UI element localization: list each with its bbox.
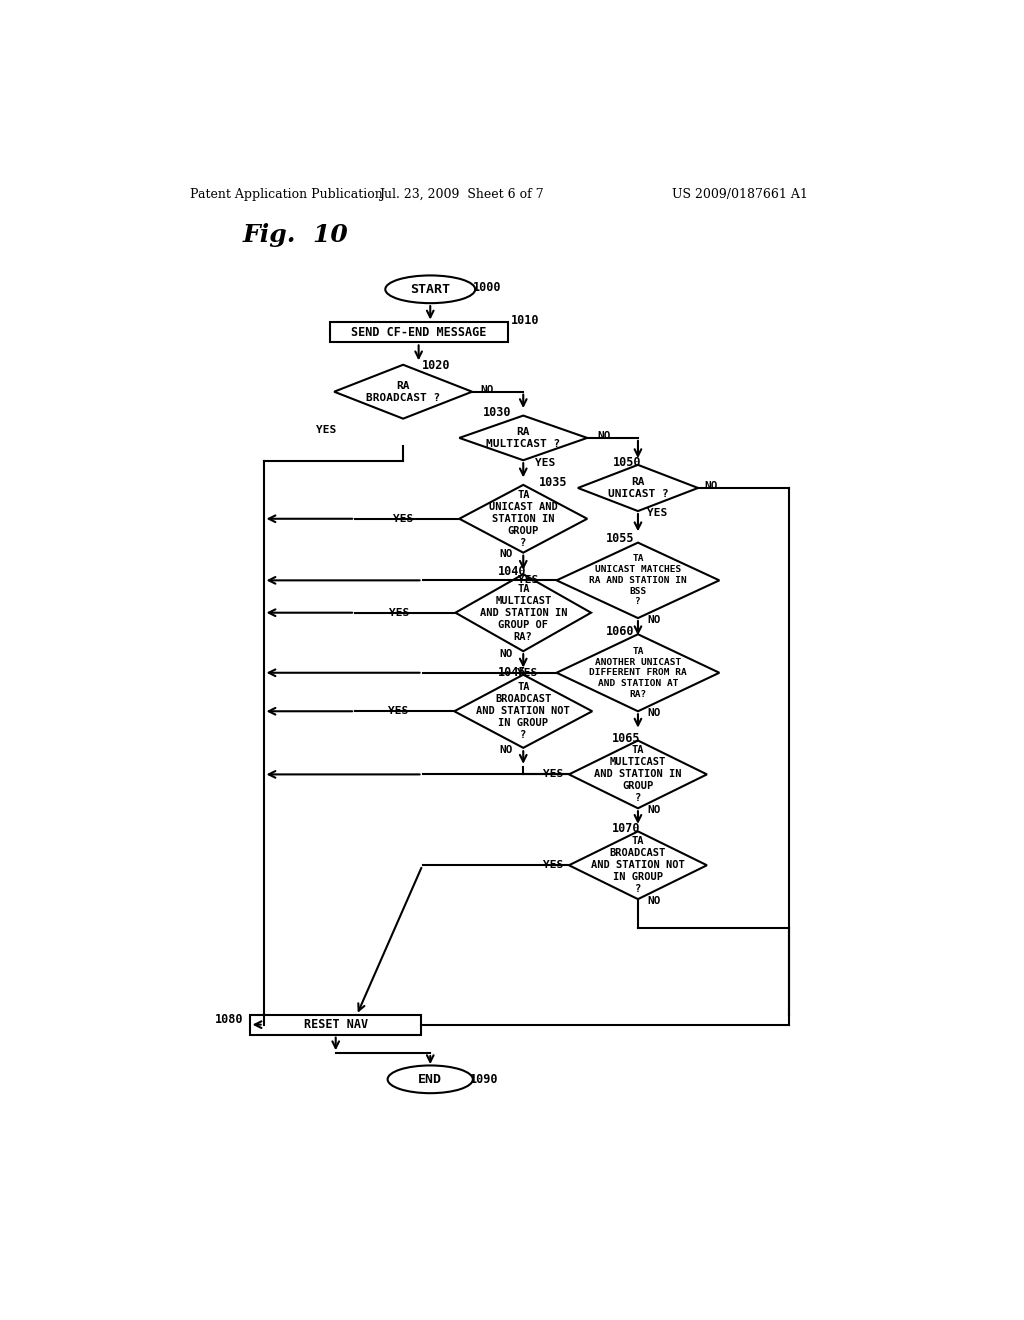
Text: 1035: 1035 [539, 477, 567, 490]
Text: US 2009/0187661 A1: US 2009/0187661 A1 [673, 189, 808, 202]
Text: NO: NO [500, 648, 513, 659]
Text: Jul. 23, 2009  Sheet 6 of 7: Jul. 23, 2009 Sheet 6 of 7 [379, 189, 544, 202]
Text: RA
UNICAST ?: RA UNICAST ? [607, 477, 669, 499]
Text: RESET NAV: RESET NAV [304, 1018, 368, 1031]
Text: Fig.  10: Fig. 10 [243, 223, 348, 247]
Text: TA
BROADCAST
AND STATION NOT
IN GROUP
?: TA BROADCAST AND STATION NOT IN GROUP ? [476, 682, 570, 741]
Text: TA
ANOTHER UNICAST
DIFFERENT FROM RA
AND STATION AT
RA?: TA ANOTHER UNICAST DIFFERENT FROM RA AND… [589, 647, 687, 698]
Text: NO: NO [500, 549, 513, 560]
Text: NO: NO [500, 744, 513, 755]
Text: NO: NO [598, 432, 611, 441]
Text: 1090: 1090 [470, 1073, 499, 1086]
Text: TA
UNICAST MATCHES
RA AND STATION IN
BSS
?: TA UNICAST MATCHES RA AND STATION IN BSS… [589, 554, 687, 606]
Text: 1065: 1065 [612, 731, 641, 744]
Text: YES: YES [647, 508, 668, 517]
Text: 1045: 1045 [498, 667, 526, 680]
Text: START: START [411, 282, 451, 296]
Text: 1050: 1050 [612, 455, 641, 469]
Text: 1070: 1070 [612, 822, 641, 834]
Text: YES: YES [393, 513, 414, 524]
Bar [251, 1015, 421, 1035]
Text: 1060: 1060 [606, 626, 635, 639]
Text: TA
MULTICAST
AND STATION IN
GROUP OF
RA?: TA MULTICAST AND STATION IN GROUP OF RA? [479, 583, 567, 642]
Text: YES: YES [387, 706, 408, 717]
Text: 1030: 1030 [482, 407, 511, 418]
Text: 1080: 1080 [214, 1012, 243, 1026]
Text: SEND CF-END MESSAGE: SEND CF-END MESSAGE [351, 326, 486, 339]
Text: NO: NO [647, 708, 660, 718]
Text: YES: YES [315, 425, 336, 436]
Text: END: END [418, 1073, 442, 1086]
Text: RA
BROADCAST ?: RA BROADCAST ? [366, 380, 440, 403]
Text: 1010: 1010 [511, 314, 539, 327]
Text: NO: NO [647, 615, 660, 626]
Text: YES: YES [544, 861, 563, 870]
Text: NO: NO [705, 482, 718, 491]
Text: YES: YES [535, 458, 555, 469]
Text: 1040: 1040 [498, 565, 526, 578]
Text: NO: NO [647, 896, 660, 906]
Text: NO: NO [480, 385, 494, 395]
Text: Patent Application Publication: Patent Application Publication [190, 189, 383, 202]
Text: TA
BROADCAST
AND STATION NOT
IN GROUP
?: TA BROADCAST AND STATION NOT IN GROUP ? [591, 837, 685, 894]
Text: TA
UNICAST AND
STATION IN
GROUP
?: TA UNICAST AND STATION IN GROUP ? [488, 490, 558, 548]
Text: YES: YES [544, 770, 563, 779]
Bar [330, 322, 508, 342]
Text: TA
MULTICAST
AND STATION IN
GROUP
?: TA MULTICAST AND STATION IN GROUP ? [594, 746, 682, 804]
Text: NO: NO [647, 805, 660, 814]
Text: 1020: 1020 [422, 359, 451, 372]
Text: 1055: 1055 [606, 532, 635, 545]
Text: YES: YES [518, 576, 539, 585]
Text: YES: YES [517, 668, 538, 677]
Text: YES: YES [389, 607, 410, 618]
Text: RA
MULTICAST ?: RA MULTICAST ? [486, 426, 560, 449]
Text: 1000: 1000 [472, 281, 501, 294]
